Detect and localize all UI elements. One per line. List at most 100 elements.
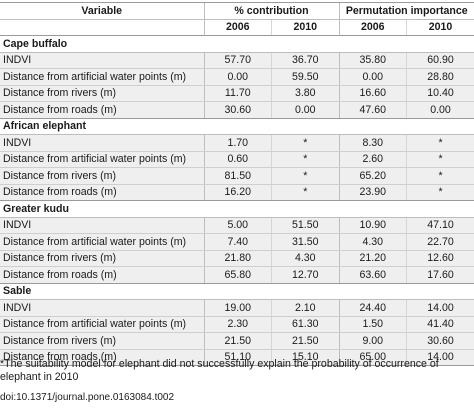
- variable-cell: Distance from roads (m): [0, 266, 205, 284]
- contribution-2010-cell: 31.50: [271, 233, 339, 251]
- permutation-2006-cell: 65.20: [338, 167, 407, 185]
- year-header: 2010: [406, 19, 474, 36]
- permutation-2006-cell: 21.20: [338, 250, 407, 267]
- permutation-2010-cell: 12.60: [406, 250, 474, 267]
- permutation-2006-cell: 10.90: [338, 217, 407, 234]
- permutation-2006-cell: 4.30: [338, 233, 407, 251]
- permutation-2010-cell: *: [406, 184, 474, 201]
- table-row: Distance from roads (m) 16.20 * 23.90 *: [0, 184, 474, 201]
- species-row: Cape buffalo: [0, 35, 474, 53]
- permutation-2010-cell: 60.90: [406, 52, 474, 69]
- footnote: *The suitability model for elephant did …: [0, 358, 439, 383]
- permutation-2006-cell: 65.00: [338, 349, 407, 366]
- header-row-years: 2006 2010 2006 2010: [0, 19, 474, 36]
- contribution-2006-cell: 0.60: [203, 151, 272, 168]
- variable-cell: INDVI: [0, 52, 205, 69]
- contribution-2006-cell: 1.70: [203, 134, 272, 152]
- variable-cell: INDVI: [0, 299, 205, 317]
- permutation-2010-cell: 30.60: [406, 332, 474, 350]
- variable-cell: INDVI: [0, 134, 205, 152]
- table-row: Distance from artificial water points (m…: [0, 151, 474, 168]
- contribution-2006-cell: 2.30: [203, 316, 272, 333]
- permutation-2010-cell: 22.70: [406, 233, 474, 251]
- variable-cell: Distance from roads (m): [0, 184, 205, 201]
- table-row: Distance from artificial water points (m…: [0, 68, 474, 86]
- permutation-2010-cell: *: [406, 167, 474, 185]
- variable-cell: Distance from artificial water points (m…: [0, 316, 205, 333]
- permutation-2006-cell: 23.90: [338, 184, 407, 201]
- permutation-2006-cell: 63.60: [338, 266, 407, 284]
- species-row: African elephant: [0, 118, 474, 135]
- year-header-blank: [0, 19, 204, 36]
- table-row: Distance from rivers (m) 21.80 4.30 21.20 12…: [0, 250, 474, 267]
- variable-cell: Distance from artificial water points (m…: [0, 233, 205, 251]
- contribution-2010-cell: 36.70: [271, 52, 339, 69]
- permutation-2010-cell: 28.80: [406, 68, 474, 86]
- variable-cell: Distance from rivers (m): [0, 250, 205, 267]
- contribution-2006-cell: 81.50: [203, 167, 272, 185]
- permutation-2006-cell: 35.80: [338, 52, 407, 69]
- table-body: Cape buffalo INDVI 57.70 36.70 35.80 60.90 Dis…: [0, 35, 474, 366]
- year-header: 2006: [203, 19, 272, 36]
- variable-cell: INDVI: [0, 217, 205, 234]
- contribution-2006-cell: 16.20: [203, 184, 272, 201]
- permutation-2010-cell: 0.00: [406, 101, 474, 119]
- table-row: Distance from roads (m) 30.60 0.00 47.60 0.0…: [0, 101, 474, 119]
- table-row: Distance from roads (m) 65.80 12.70 63.60 17…: [0, 266, 474, 284]
- table-row: Distance from rivers (m) 81.50 * 65.20 *: [0, 167, 474, 185]
- species-row: Greater kudu: [0, 200, 474, 218]
- contribution-column-header: % contribution: [203, 2, 339, 20]
- table-row: Distance from artificial water points (m…: [0, 316, 474, 333]
- contribution-2010-cell: *: [271, 167, 339, 185]
- permutation-2006-cell: 16.60: [338, 85, 407, 102]
- data-table: Variable % contribution Permutation impo…: [0, 2, 474, 366]
- table-row: INDVI 5.00 51.50 10.90 47.10: [0, 217, 474, 234]
- variable-cell: Distance from rivers (m): [0, 167, 205, 185]
- permutation-2010-cell: 10.40: [406, 85, 474, 102]
- contribution-2010-cell: 59.50: [271, 68, 339, 86]
- variable-cell: Distance from artificial water points (m…: [0, 68, 205, 86]
- contribution-2006-cell: 0.00: [203, 68, 272, 86]
- permutation-2010-cell: 47.10: [406, 217, 474, 234]
- contribution-2006-cell: 21.80: [203, 250, 272, 267]
- permutation-2010-cell: 14.00: [406, 349, 474, 366]
- table-row: Distance from rivers (m) 21.50 21.50 9.00 30…: [0, 332, 474, 350]
- contribution-2010-cell: 61.30: [271, 316, 339, 333]
- contribution-2010-cell: 2.10: [271, 299, 339, 317]
- species-name: Cape buffalo: [0, 35, 474, 53]
- contribution-2006-cell: 51.10: [203, 349, 272, 366]
- contribution-2010-cell: 21.50: [271, 332, 339, 350]
- contribution-2010-cell: 15.10: [271, 349, 339, 366]
- species-name: African elephant: [0, 118, 474, 135]
- contribution-2010-cell: 0.00: [271, 101, 339, 119]
- contribution-2006-cell: 30.60: [203, 101, 272, 119]
- species-name: Greater kudu: [0, 200, 474, 218]
- permutation-2010-cell: 17.60: [406, 266, 474, 284]
- header-row-groups: Variable % contribution Permutation impo…: [0, 2, 474, 20]
- permutation-2006-cell: 47.60: [338, 101, 407, 119]
- permutation-2010-cell: *: [406, 134, 474, 152]
- contribution-2010-cell: 3.80: [271, 85, 339, 102]
- permutation-2010-cell: 14.00: [406, 299, 474, 317]
- permutation-2006-cell: 9.00: [338, 332, 407, 350]
- contribution-2010-cell: *: [271, 134, 339, 152]
- permutation-column-header: Permutation importance: [338, 2, 474, 20]
- variable-column-header: Variable: [0, 2, 204, 20]
- variable-cell: Distance from rivers (m): [0, 332, 205, 350]
- table-row: INDVI 1.70 * 8.30 *: [0, 134, 474, 152]
- contribution-2010-cell: *: [271, 184, 339, 201]
- contribution-2006-cell: 7.40: [203, 233, 272, 251]
- table-row: INDVI 57.70 36.70 35.80 60.90: [0, 52, 474, 69]
- contribution-2010-cell: 4.30: [271, 250, 339, 267]
- species-name: Sable: [0, 283, 474, 300]
- contribution-2006-cell: 57.70: [203, 52, 272, 69]
- permutation-2006-cell: 8.30: [338, 134, 407, 152]
- doi-text: doi:10.1371/journal.pone.0163084.t002: [0, 392, 175, 403]
- permutation-2010-cell: 41.40: [406, 316, 474, 333]
- table-row: INDVI 19.00 2.10 24.40 14.00: [0, 299, 474, 317]
- variable-cell: Distance from artificial water points (m…: [0, 151, 205, 168]
- variable-cell: Distance from roads (m): [0, 349, 205, 366]
- species-row: Sable: [0, 283, 474, 300]
- table-row: Distance from roads (m) 51.10 15.10 65.00 14…: [0, 349, 474, 366]
- contribution-2010-cell: *: [271, 151, 339, 168]
